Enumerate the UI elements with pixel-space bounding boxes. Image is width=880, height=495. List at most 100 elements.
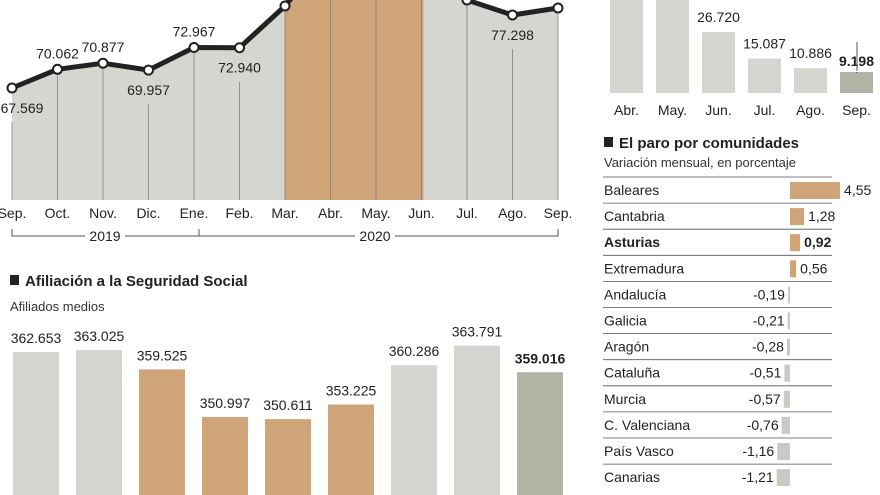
bar bbox=[787, 312, 790, 330]
category-label: Aragón bbox=[604, 339, 649, 355]
section-subtitle: Afiliados medios bbox=[10, 299, 105, 314]
x-tick-label: May. bbox=[361, 205, 390, 221]
x-tick-label: Jul. bbox=[456, 205, 478, 221]
x-tick-label: Mar. bbox=[271, 205, 298, 221]
data-label: 4,55 bbox=[844, 182, 871, 198]
category-label: Baleares bbox=[604, 182, 659, 198]
x-tick-label: Nov. bbox=[89, 205, 117, 221]
data-label: 70.062 bbox=[36, 45, 79, 61]
data-point bbox=[6, 82, 18, 94]
data-label: 67.569 bbox=[1, 100, 44, 116]
data-label: 350.997 bbox=[200, 395, 251, 411]
data-point bbox=[52, 63, 63, 75]
bar bbox=[13, 351, 59, 495]
bar bbox=[139, 369, 185, 495]
bar bbox=[784, 364, 790, 382]
year-label: 2019 bbox=[89, 228, 120, 244]
data-label: -0,51 bbox=[749, 365, 781, 381]
bar bbox=[391, 365, 437, 495]
data-point bbox=[552, 2, 564, 14]
x-tick-label: Sep. bbox=[842, 102, 871, 118]
bar bbox=[790, 182, 841, 199]
section-subtitle: Variación mensual, en porcentaje bbox=[604, 155, 796, 170]
bar bbox=[656, 0, 689, 93]
x-tick-label: Sep. bbox=[544, 205, 573, 221]
section-marker bbox=[604, 137, 613, 147]
x-tick-label: Abr. bbox=[614, 102, 639, 118]
category-label: Murcia bbox=[604, 391, 646, 407]
bar bbox=[783, 390, 790, 408]
year-gap bbox=[85, 228, 125, 242]
x-tick-label: Oct. bbox=[45, 205, 71, 221]
data-label: 72.940 bbox=[218, 60, 261, 76]
x-tick-label: May. bbox=[658, 102, 687, 118]
bar bbox=[748, 58, 781, 93]
data-label: 350.611 bbox=[263, 397, 313, 413]
data-label: -0,19 bbox=[753, 286, 785, 302]
section-marker bbox=[10, 275, 19, 285]
bar bbox=[265, 419, 311, 495]
year-label: 2020 bbox=[359, 228, 390, 244]
data-label: -1,21 bbox=[742, 469, 774, 485]
x-tick-label: Abr. bbox=[318, 205, 343, 221]
data-label: 363.025 bbox=[74, 328, 125, 344]
category-label: Cantabria bbox=[604, 208, 665, 224]
data-label: -0,21 bbox=[753, 313, 785, 329]
section-title: Afiliación a la Seguridad Social bbox=[25, 273, 248, 290]
data-label: -0,57 bbox=[749, 391, 781, 407]
x-tick-label: Jul. bbox=[754, 102, 776, 118]
category-label: Cataluña bbox=[604, 365, 660, 381]
data-label: -1,16 bbox=[742, 443, 774, 459]
bar bbox=[202, 416, 248, 495]
year-gap bbox=[355, 228, 395, 242]
x-tick-label: Sep. bbox=[0, 205, 26, 221]
bar bbox=[76, 349, 122, 495]
data-label: 10.886 bbox=[789, 45, 832, 61]
bar bbox=[787, 286, 790, 304]
x-tick-label: Ago. bbox=[498, 205, 527, 221]
bar bbox=[786, 338, 790, 356]
bar bbox=[777, 443, 790, 460]
x-tick-label: Ene. bbox=[180, 205, 209, 221]
data-label: 72.967 bbox=[173, 24, 216, 40]
bar bbox=[781, 416, 790, 434]
bar bbox=[776, 469, 790, 487]
data-point bbox=[143, 64, 154, 76]
data-point bbox=[507, 9, 518, 21]
data-label: 363.791 bbox=[452, 324, 503, 340]
data-label: -0,76 bbox=[747, 417, 779, 433]
data-point bbox=[188, 42, 200, 54]
data-label: 359.525 bbox=[137, 347, 188, 363]
bar bbox=[454, 345, 500, 495]
x-tick-label: Dic. bbox=[136, 205, 160, 221]
x-tick-label: Jun. bbox=[705, 102, 731, 118]
x-tick-label: Feb. bbox=[225, 205, 253, 221]
category-label: Andalucía bbox=[604, 286, 666, 302]
data-label: 0,56 bbox=[800, 260, 827, 276]
data-point bbox=[279, 0, 291, 12]
data-label: 26.720 bbox=[697, 9, 740, 25]
data-label: 69.957 bbox=[127, 82, 170, 98]
section-title: El paro por comunidades bbox=[619, 135, 799, 152]
bar bbox=[840, 72, 873, 93]
data-label: 359.016 bbox=[515, 350, 566, 366]
data-label: 15.087 bbox=[743, 36, 786, 52]
category-label: País Vasco bbox=[604, 443, 674, 459]
data-point bbox=[97, 57, 109, 69]
category-label: Asturias bbox=[604, 234, 660, 250]
bar bbox=[794, 68, 827, 93]
bar bbox=[610, 0, 643, 93]
data-label: -0,28 bbox=[752, 339, 784, 355]
bar bbox=[790, 234, 801, 252]
bar bbox=[328, 404, 374, 495]
data-label: 353.225 bbox=[326, 383, 377, 399]
data-label: 70.877 bbox=[82, 39, 125, 55]
data-point bbox=[461, 0, 473, 6]
bar bbox=[790, 260, 797, 278]
data-label: 77.298 bbox=[491, 27, 534, 43]
bar bbox=[790, 208, 805, 226]
data-label: 1,28 bbox=[808, 208, 835, 224]
bar bbox=[517, 372, 563, 495]
data-label: 362.653 bbox=[11, 330, 62, 346]
